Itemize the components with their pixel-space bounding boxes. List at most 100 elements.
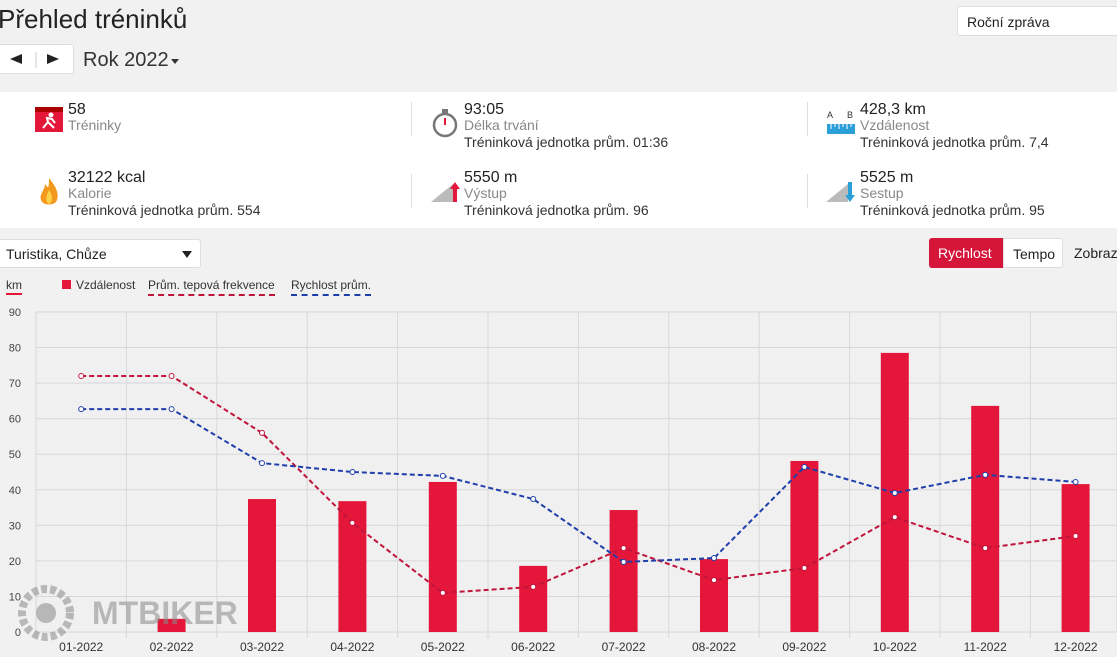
bar [790,460,819,632]
y-tick-label: 20 [9,556,21,568]
point [439,472,446,479]
stat-value: 32122 kcal [68,169,146,186]
plot-area [35,311,1117,633]
point [168,406,175,413]
svg-text:A: A [827,110,833,120]
x-tick-label: 04-2022 [330,640,374,654]
bar [1061,484,1090,632]
icon-duration [432,109,458,138]
report-select[interactable]: Roční zpráva [957,6,1117,36]
line [81,375,1076,594]
y-tick-label: 80 [9,343,21,355]
point [891,514,898,521]
x-tick-label: 06-2022 [511,640,555,654]
legend-item: Prům. tepová frekvence [148,278,275,296]
point [168,373,175,379]
display-label[interactable]: Zobraz [1074,245,1117,261]
point [620,558,627,565]
stat: 93:05 Délka trvání Tréninková jednotka prů… [464,101,844,151]
point [349,519,356,526]
stat-value: 5550 m [464,169,518,186]
mode-button[interactable]: Tempo [1003,238,1063,268]
point [801,565,808,571]
separator [411,174,412,208]
stat-value: 93:05 [464,101,505,118]
x-tick-label: 12-2022 [1054,640,1098,654]
stat-average: Tréninková jednotka prům. 95 [860,202,1045,218]
x-tick-label: 02-2022 [150,640,194,654]
stat-value: 58 [68,101,86,118]
x-tick-label: 05-2022 [421,640,465,654]
point [349,469,356,475]
stat-label: Tréninky [68,117,122,133]
y-tick-label: 90 [9,307,21,319]
legend-label: Rychlost prům. [291,278,372,296]
stat-average: Tréninková jednotka prům. 7,4 [860,134,1049,150]
watermark-logo [36,603,56,623]
y-tick-label: 30 [9,520,21,532]
x-tick-label: 01-2022 [59,640,103,654]
bar [971,405,1000,632]
bar [248,499,276,632]
point [801,464,808,471]
point [1072,478,1079,485]
period-label: Rok 2022 [83,49,169,71]
stat: 5550 m Výstup Tréninková jednotka prům. 96 [464,169,844,219]
bar [700,559,728,632]
x-tick-label: 09-2022 [782,640,826,654]
stat-label: Délka trvání [464,117,539,133]
stat-average: Tréninková jednotka prům. 01:36 [464,134,669,150]
legend-item: Vzdálenost [62,278,135,292]
point [982,545,989,552]
period-select[interactable]: Rok 2022 [83,49,181,72]
legend-label: Vzdálenost [76,278,136,292]
point [620,545,627,552]
nav-arrows[interactable] [0,45,75,75]
point [711,555,717,562]
page-title: Přehled tréninků [0,4,188,34]
svg-text:B: B [847,110,853,120]
x-tick-label: 11-2022 [964,640,1007,654]
bar [157,618,186,632]
x-tick-label: 10-2022 [873,640,917,654]
x-tick-label: 07-2022 [602,640,646,654]
bar [609,510,638,632]
point [1072,533,1079,539]
y-tick-label: 50 [9,449,21,461]
stat: 5525 m Sestup Tréninková jednotka prům. 95 [860,169,1117,219]
stat-value: 5525 m [860,169,914,186]
point [711,577,717,584]
stat-average: Tréninková jednotka prům. 96 [464,202,649,218]
legend-swatch [62,280,71,289]
legend-item: Rychlost prům. [291,278,372,296]
point [78,406,85,413]
sport-select[interactable]: Turistika, Chůze [0,239,201,268]
point [259,460,265,467]
mode-button[interactable]: Rychlost [929,238,1003,268]
point [259,429,265,436]
y-tick-label: 60 [9,414,21,426]
watermark-text: MTBIKER [92,595,238,631]
bar [428,481,457,632]
legend-label: Prům. tepová frekvence [148,278,275,296]
caret [170,59,179,64]
stat: 428,3 km Vzdálenost Tréninková jednotka pr… [860,101,1117,151]
dropdown-arrow [182,251,192,258]
point [982,471,989,478]
y-unit: km [6,278,22,295]
icon-descent [826,182,855,202]
point [78,373,85,379]
point [530,496,537,503]
line [81,408,1076,563]
stat-average: Tréninková jednotka prům. 554 [68,202,261,218]
stat: 58 Tréninky [68,101,448,133]
chart: 0 10 20 30 40 50 60 70 80 90 01-2022 02-2022 03-2022… [9,307,1117,654]
separator [411,102,412,136]
x-tick-label: 08-2022 [692,640,736,654]
stat-label: Sestup [860,185,904,201]
separator [807,174,808,208]
point [439,589,446,596]
